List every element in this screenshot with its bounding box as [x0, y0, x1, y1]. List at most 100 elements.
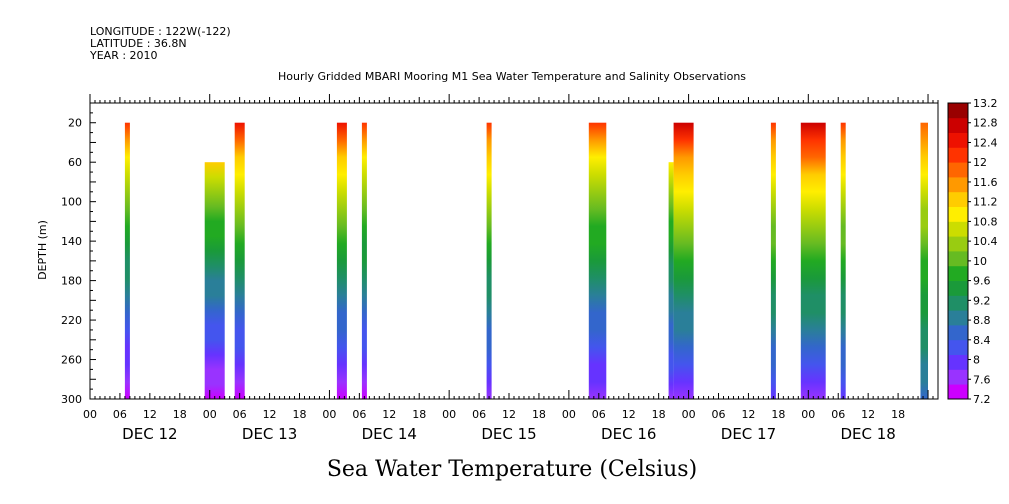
day-label: DEC 13 [242, 425, 297, 443]
x-tick-label: 18 [891, 408, 905, 421]
x-tick-label: 12 [622, 408, 636, 421]
data-column [336, 122, 347, 399]
x-tick-label: 12 [741, 408, 755, 421]
y-tick-label: 20 [68, 117, 82, 130]
data-column [204, 162, 225, 399]
colorbar-label: 13.2 [973, 97, 998, 110]
x-tick-label: 06 [712, 408, 726, 421]
bottom-title: Sea Water Temperature (Celsius) [327, 457, 697, 482]
colorbar-swatch [948, 117, 968, 133]
colorbar-swatch [948, 280, 968, 296]
y-tick-label: 260 [61, 354, 82, 367]
y-tick-label: 220 [61, 314, 82, 327]
colorbar-swatch [948, 177, 968, 193]
colorbar-swatch [948, 384, 968, 400]
x-tick-label: 00 [442, 408, 456, 421]
colorbar-label: 9.6 [973, 275, 991, 288]
y-axis-label: DEPTH (m) [36, 220, 49, 280]
x-tick-label: 00 [801, 408, 815, 421]
x-tick-label: 18 [771, 408, 785, 421]
day-label: DEC 18 [840, 425, 895, 443]
y-axis: 20 60 100 140 180 220 260 300 [61, 102, 96, 406]
colorbar-label: 10 [973, 255, 987, 268]
colorbar-label: 11.2 [973, 196, 998, 209]
x-tick-label: 12 [502, 408, 516, 421]
colorbar-swatch [948, 221, 968, 237]
x-tick-label: 00 [83, 408, 97, 421]
data-column [124, 122, 130, 399]
y-tick-label: 180 [61, 275, 82, 288]
data-column [588, 122, 607, 399]
chart-title: Hourly Gridded MBARI Mooring M1 Sea Wate… [278, 70, 746, 83]
data-column [668, 162, 674, 399]
colorbar: 7.2 7.6 8 8.4 8.8 9.2 9.6 10 10.4 10.8 11.2 11.6 12 1… [947, 97, 998, 406]
data-column [920, 122, 928, 399]
colorbar-frame [947, 102, 969, 400]
longitude-label: LONGITUDE : 122W(-122) [90, 25, 231, 38]
x-tick-label: 12 [861, 408, 875, 421]
x-tick-label: 18 [652, 408, 666, 421]
data-column [234, 122, 245, 399]
x-tick-label: 12 [263, 408, 277, 421]
data-column [770, 122, 776, 399]
day-label: DEC 15 [481, 425, 536, 443]
colorbar-label: 10.8 [973, 215, 998, 228]
data-column [486, 122, 492, 399]
colorbar-label: 8 [973, 354, 980, 367]
y-tick-label: 100 [61, 196, 82, 209]
x-tick-label: 18 [532, 408, 546, 421]
colorbar-label: 7.2 [973, 393, 991, 406]
colorbar-label: 9.2 [973, 294, 991, 307]
colorbar-label: 8.4 [973, 334, 991, 347]
y-tick-label: 300 [61, 393, 82, 406]
colorbar-swatch [948, 191, 968, 207]
colorbar-swatch [948, 236, 968, 252]
colorbar-swatch [948, 132, 968, 148]
y-tick-label: 140 [61, 235, 82, 248]
colorbar-label: 8.8 [973, 314, 991, 327]
colorbar-swatch [948, 354, 968, 370]
colorbar-label: 10.4 [973, 235, 998, 248]
y-tick-label: 60 [68, 156, 82, 169]
colorbar-swatch [948, 295, 968, 311]
year-label: YEAR : 2010 [89, 49, 158, 62]
x-tick-label: 06 [113, 408, 127, 421]
x-tick-label: 06 [472, 408, 486, 421]
x-tick-label: 06 [831, 408, 845, 421]
day-label: DEC 12 [122, 425, 177, 443]
colorbar-swatch [948, 339, 968, 355]
x-tick-label: 06 [233, 408, 247, 421]
x-tick-label: 18 [173, 408, 187, 421]
day-label: DEC 14 [362, 425, 417, 443]
x-tick-label: 18 [293, 408, 307, 421]
data-column [361, 122, 367, 399]
data-column [800, 122, 826, 399]
colorbar-swatch [948, 251, 968, 267]
data-column [840, 122, 846, 399]
colorbar-label: 11.6 [973, 176, 998, 189]
x-tick-label: 00 [562, 408, 576, 421]
x-tick-label: 00 [203, 408, 217, 421]
data-column [673, 122, 694, 399]
colorbar-swatch [948, 369, 968, 385]
latitude-label: LATITUDE : 36.8N [90, 37, 187, 50]
x-tick-label: 12 [382, 408, 396, 421]
colorbar-label: 12.8 [973, 117, 998, 130]
colorbar-label: 12 [973, 156, 987, 169]
x-tick-label: 06 [592, 408, 606, 421]
x-tick-label: 12 [143, 408, 157, 421]
colorbar-label: 7.6 [973, 373, 991, 386]
x-tick-label: 18 [412, 408, 426, 421]
colorbar-swatch [948, 265, 968, 281]
colorbar-swatch [948, 147, 968, 163]
colorbar-label: 12.4 [973, 136, 998, 149]
colorbar-swatch [948, 103, 968, 119]
colorbar-swatch [948, 206, 968, 222]
x-tick-label: 00 [682, 408, 696, 421]
plot-area [124, 122, 928, 399]
day-label: DEC 16 [601, 425, 656, 443]
colorbar-swatch [948, 310, 968, 326]
colorbar-swatch [948, 162, 968, 178]
x-tick-label: 06 [352, 408, 366, 421]
